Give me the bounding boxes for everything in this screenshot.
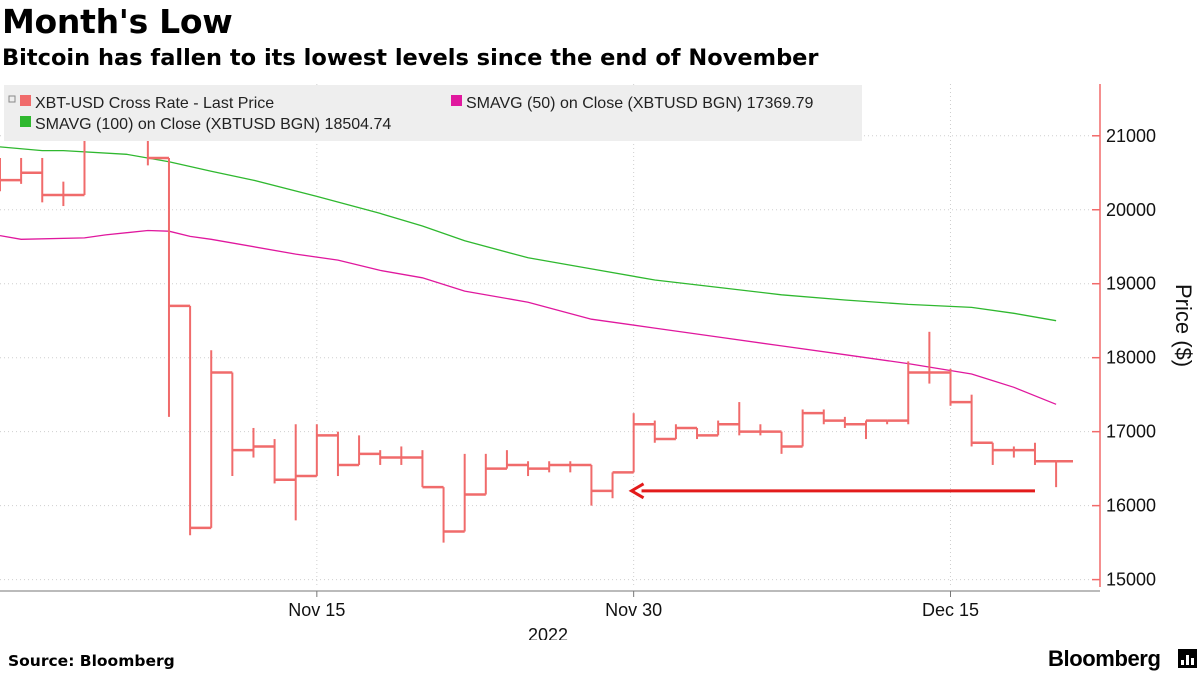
legend-swatch-price [20, 95, 31, 106]
date-tick-label: Dec 15 [922, 600, 979, 620]
price-bar [273, 439, 296, 484]
date-axis: Nov 15 Nov 30 Dec 15 2022 [0, 590, 1100, 640]
legend-box [4, 85, 862, 141]
moving-average-lines [0, 146, 1057, 405]
legend-swatch-sma50 [451, 95, 462, 106]
price-bar [991, 442, 1014, 465]
price-bar [949, 368, 972, 406]
legend-label-sma100: SMAVG (100) on Close (XBTUSD BGN) 18504.… [35, 116, 391, 133]
price-bar [527, 461, 550, 477]
price-bar [484, 453, 507, 495]
price-axis-title: Price ($) [1171, 284, 1196, 367]
price-bar [928, 331, 951, 384]
price-tick-label: 19000 [1106, 274, 1156, 294]
price-bar [780, 431, 803, 454]
price-bar [886, 419, 909, 425]
price-bar [548, 461, 571, 473]
price-bar [865, 419, 888, 440]
price-bar [611, 471, 634, 499]
price-bar [569, 461, 592, 473]
price-bar [1055, 460, 1073, 488]
price-bar [801, 409, 824, 447]
sma50-line [0, 229, 1057, 405]
price-bar [167, 157, 191, 417]
date-tick-label: Nov 30 [605, 600, 662, 620]
price-axis: 15000 16000 17000 18000 19000 20000 21000 Price… [1092, 84, 1196, 590]
year-label: 2022 [528, 625, 568, 640]
date-tick-label: Nov 15 [288, 600, 345, 620]
price-bar [421, 450, 444, 489]
bloomberg-logo: Bloomberg [1048, 646, 1161, 671]
legend: XBT-USD Cross Rate - Last Price SMAVG (5… [4, 85, 862, 141]
price-chart: 15000 16000 17000 18000 19000 20000 21000 Price… [0, 84, 1196, 640]
price-bar [358, 435, 381, 465]
price-bar [231, 372, 254, 477]
price-bar [400, 446, 423, 465]
price-bar [970, 394, 993, 447]
price-tick-label: 20000 [1106, 200, 1156, 220]
price-bar [717, 420, 740, 436]
price-bar [1012, 446, 1035, 458]
arrow-head [628, 482, 645, 500]
low-arrow [628, 482, 1035, 500]
legend-label-price: XBT-USD Cross Rate - Last Price [35, 95, 274, 112]
price-bar [294, 424, 317, 521]
chart-subtitle: Bitcoin has fallen to its lowest levels … [2, 45, 819, 71]
price-bar [1033, 442, 1057, 465]
price-bar [62, 181, 85, 207]
price-bar [738, 402, 761, 436]
price-tick-label: 15000 [1106, 570, 1156, 590]
price-bar [759, 424, 782, 436]
price-bars [0, 108, 1073, 543]
price-bar [674, 424, 698, 440]
price-bar [0, 157, 22, 192]
price-bar [189, 305, 212, 536]
chart-title: Month's Low [2, 2, 233, 41]
price-bar [843, 416, 867, 428]
price-bar [336, 431, 360, 477]
price-tick-label: 17000 [1106, 422, 1156, 442]
price-bar [20, 157, 43, 184]
price-bar [315, 424, 338, 477]
bloomberg-chart-icon [1178, 649, 1197, 668]
price-bar [696, 427, 719, 440]
price-bar [463, 453, 486, 532]
price-tick-label: 16000 [1106, 496, 1156, 516]
legend-swatch-sma100 [20, 116, 31, 127]
price-bar [442, 487, 465, 543]
sma100-line [0, 146, 1057, 322]
legend-label-sma50: SMAVG (50) on Close (XBTUSD BGN) 17369.7… [466, 95, 813, 112]
source-note: Source: Bloomberg [8, 652, 175, 670]
legend-toggle-icon[interactable] [8, 95, 16, 103]
price-tick-label: 18000 [1106, 348, 1156, 368]
price-bar [653, 420, 676, 443]
price-bar [379, 450, 402, 465]
grid-lines [0, 84, 1100, 587]
price-bar [505, 450, 529, 469]
price-bar [41, 157, 64, 203]
price-bar [252, 427, 275, 458]
price-bar [822, 409, 845, 425]
price-bar [632, 413, 655, 473]
price-tick-label: 21000 [1106, 126, 1156, 146]
price-bar [590, 464, 613, 506]
price-bar [907, 361, 930, 425]
price-bar [210, 350, 233, 528]
